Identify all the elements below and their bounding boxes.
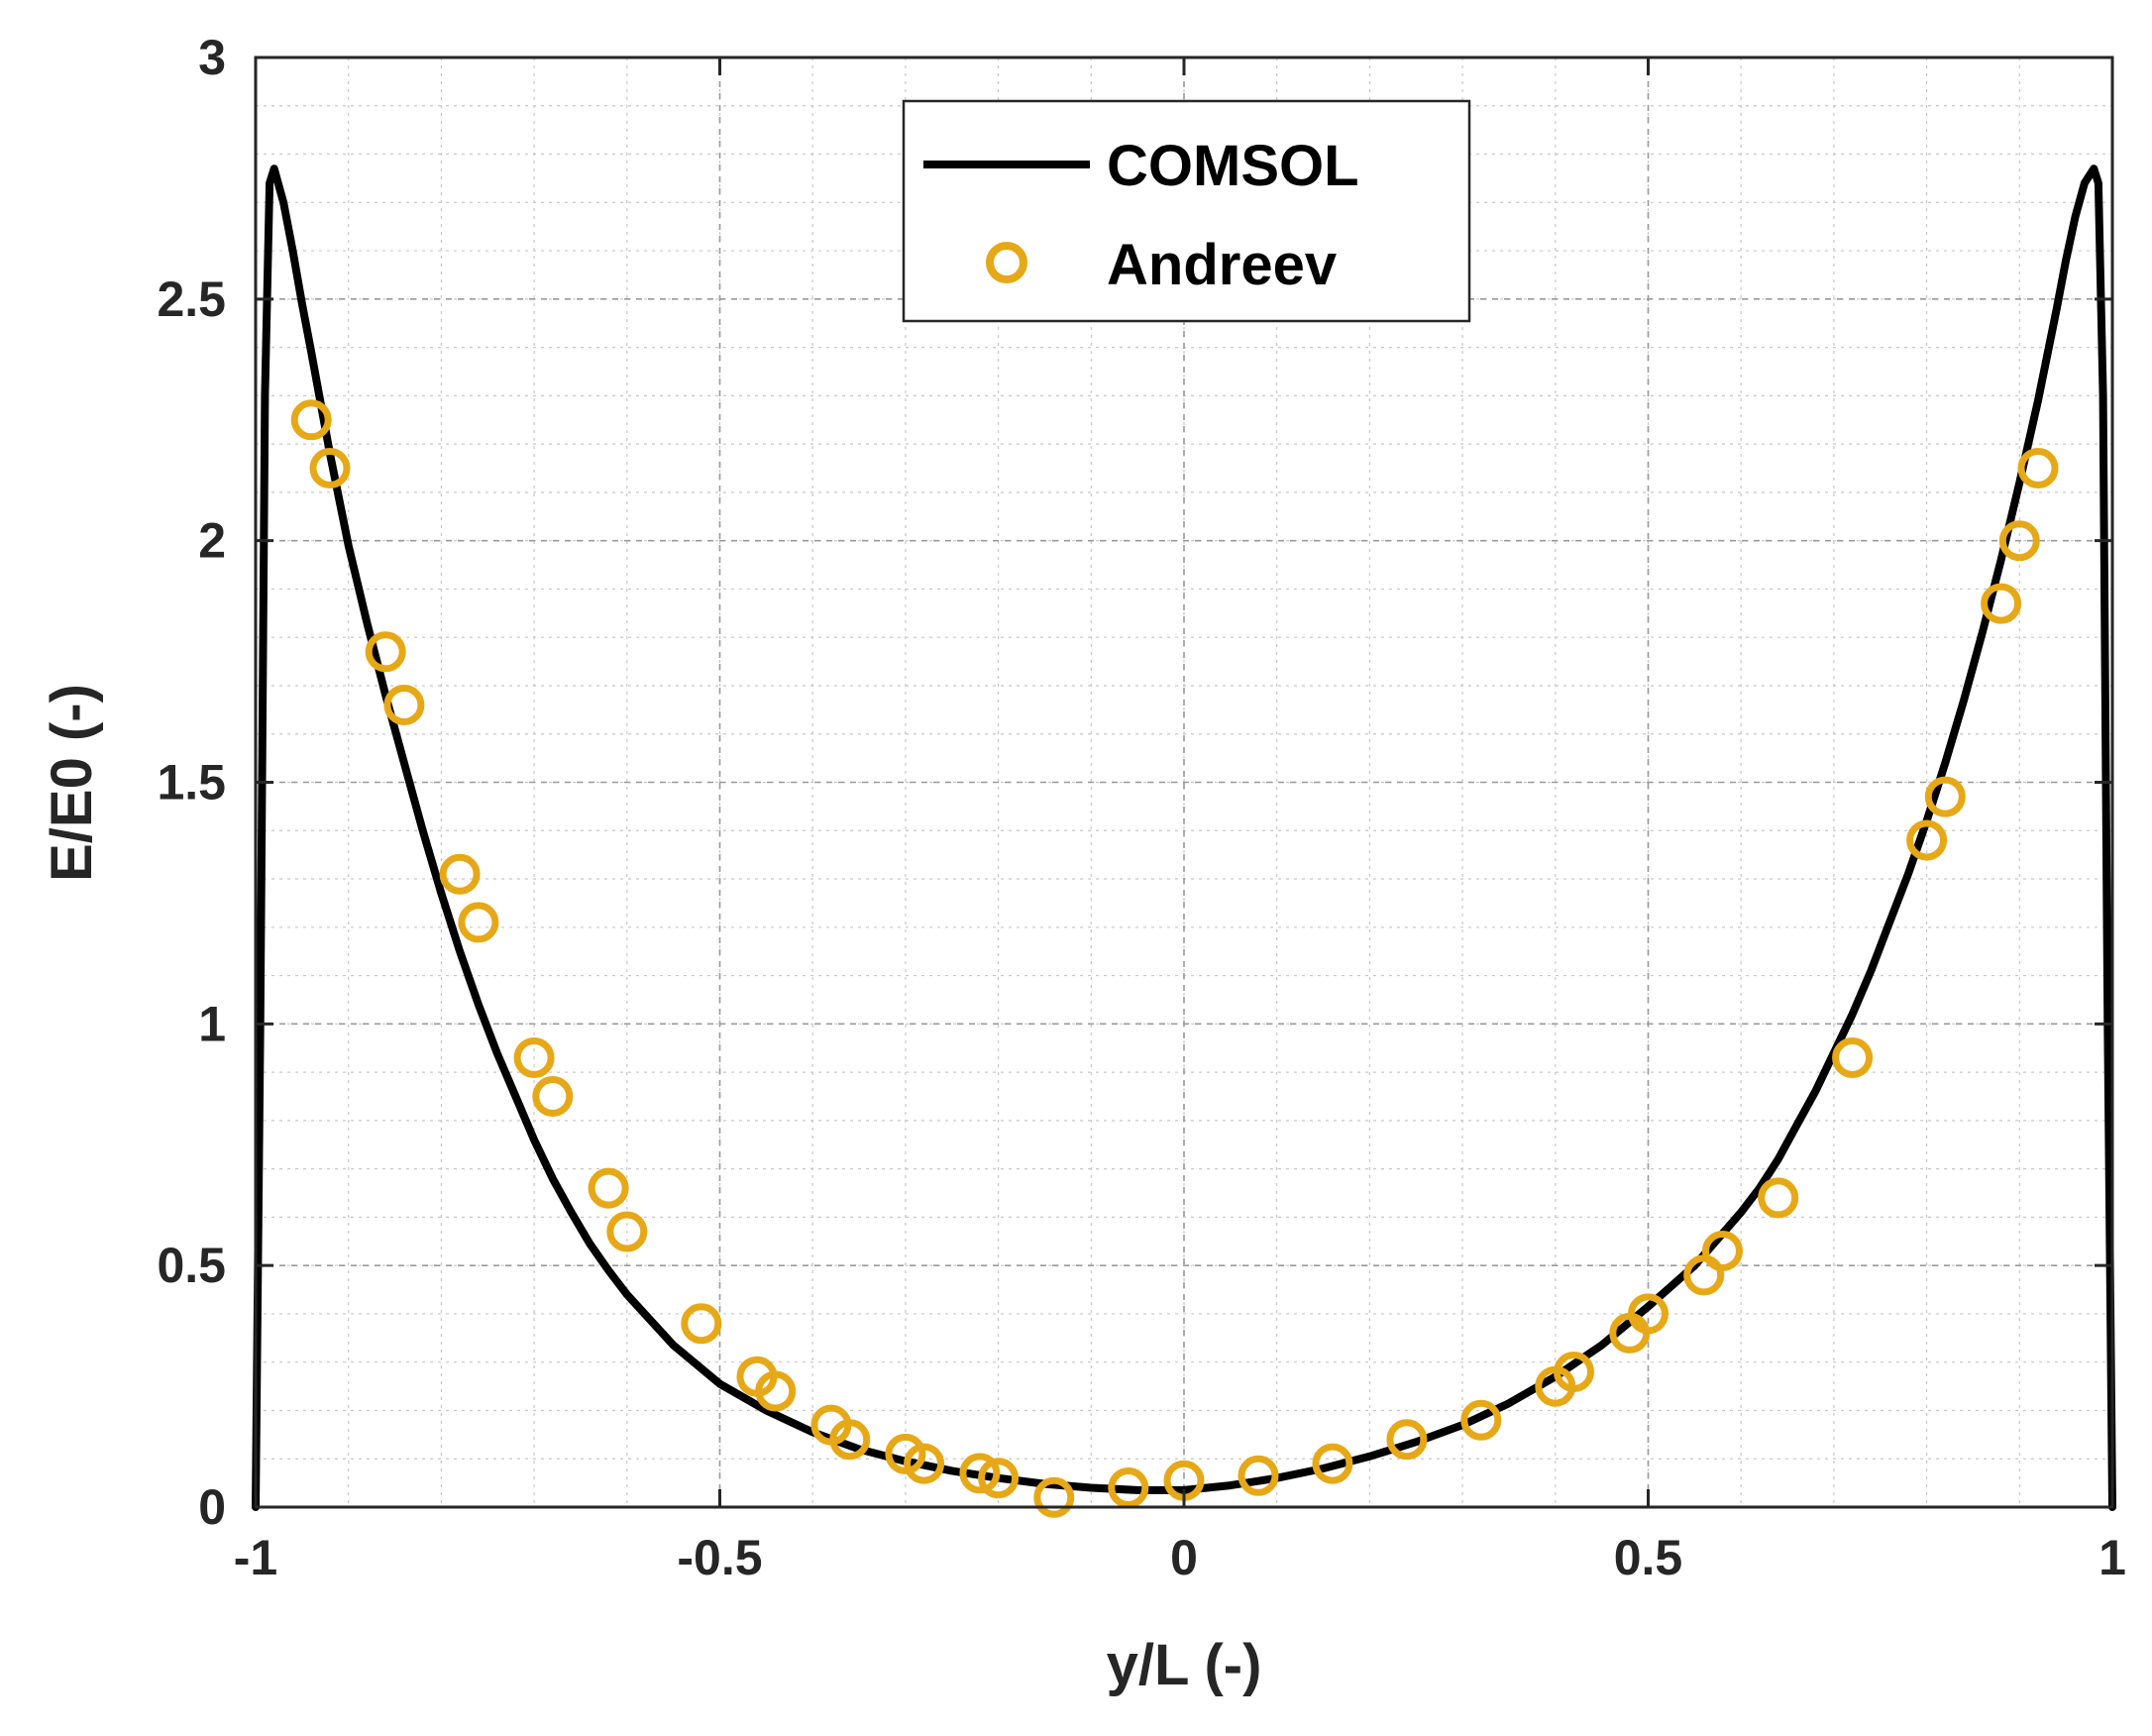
y-tick-label: 0: [198, 1479, 226, 1535]
x-tick-label: 0.5: [1614, 1530, 1683, 1585]
data-point-andreev: [458, 902, 499, 943]
data-point-andreev: [978, 1458, 1020, 1499]
legend-box: [902, 99, 1471, 323]
data-point-andreev: [1108, 1467, 1149, 1508]
data-point-andreev: [681, 1303, 722, 1345]
legend-label-comsol: COMSOL: [1107, 134, 1359, 198]
data-point-andreev: [1998, 520, 2040, 562]
data-point-andreev: [1554, 1352, 1594, 1392]
data-point-andreev: [1906, 819, 1948, 861]
data-point-andreev: [755, 1370, 797, 1412]
data-point-andreev: [532, 1076, 574, 1117]
x-tick-label: -0.5: [677, 1530, 762, 1585]
x-tick-label: 0: [1170, 1530, 1198, 1585]
data-point-andreev: [365, 631, 406, 673]
data-point-andreev: [1033, 1476, 1075, 1518]
legend-label-andreev: Andreev: [1107, 233, 1337, 297]
legend-marker-swatch: [986, 242, 1027, 283]
data-point-andreev: [439, 853, 481, 895]
data-point-andreev: [588, 1167, 629, 1209]
data-point-andreev: [1832, 1037, 1874, 1078]
y-tick-label: 3: [198, 30, 226, 85]
data-point-andreev: [513, 1037, 555, 1078]
y-tick-label: 0.5: [157, 1238, 226, 1293]
x-axis-title: y/L (-): [1107, 1633, 1262, 1697]
data-point-andreev: [959, 1453, 1001, 1494]
data-point-andreev: [1628, 1293, 1668, 1335]
x-tick-label: -1: [234, 1530, 277, 1585]
data-point-andreev: [1758, 1177, 1799, 1219]
data-point-andreev: [1237, 1455, 1279, 1496]
data-point-andreev: [606, 1211, 648, 1252]
y-tick-label: 2.5: [157, 271, 226, 327]
data-point-andreev: [1981, 583, 2022, 624]
ticks: -1 -0.5 0 0.5 1 0 0.5 1 1.5 2 2.5 3: [157, 30, 2125, 1585]
data-point-andreev: [1312, 1443, 1353, 1484]
data-point-andreev: [1702, 1231, 1743, 1271]
y-axis-title: E/E0 (-): [40, 684, 104, 882]
data-point-andreev: [1460, 1399, 1502, 1441]
legend: COMSOL Andreev: [902, 99, 1471, 323]
data-point-andreev: [1386, 1419, 1428, 1461]
y-tick-label: 2: [198, 513, 226, 569]
data-point-andreev: [1924, 776, 1966, 817]
y-tick-label: 1.5: [157, 755, 226, 811]
data-point-andreev: [383, 685, 425, 725]
data-point-andreev: [2017, 448, 2059, 488]
data-point-andreev: [829, 1419, 871, 1461]
data-point-andreev: [904, 1443, 945, 1484]
data-point-andreev: [290, 399, 332, 441]
data-point-andreev: [309, 448, 351, 488]
x-tick-label: 1: [2098, 1530, 2126, 1585]
y-tick-label: 1: [198, 996, 226, 1051]
